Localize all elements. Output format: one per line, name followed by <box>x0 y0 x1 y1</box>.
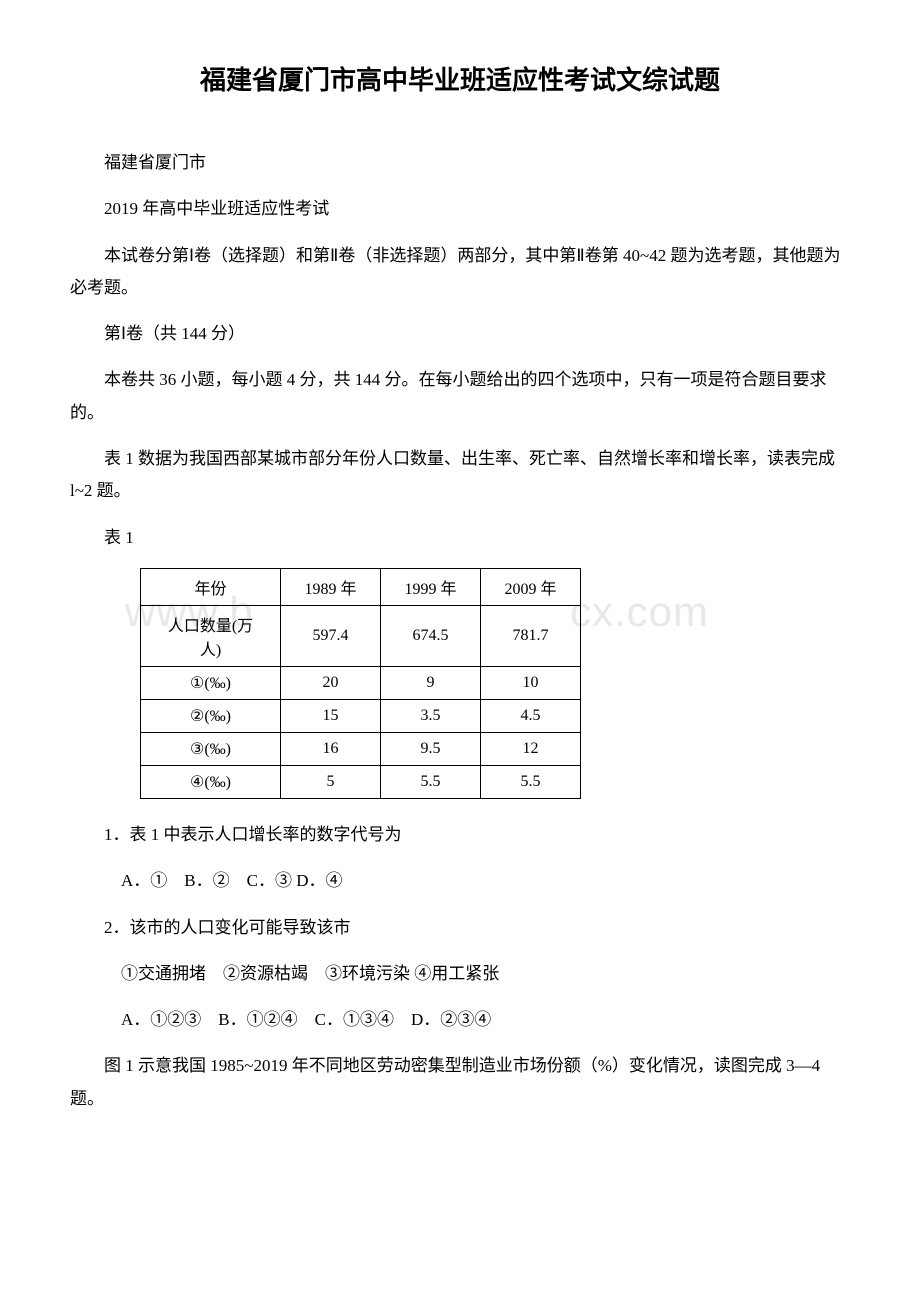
table-cell: 5.5 <box>381 765 481 798</box>
table-label: 表 1 <box>70 522 850 554</box>
header-line1: 福建省厦门市 <box>70 147 850 179</box>
table-cell: ④(‰) <box>141 765 281 798</box>
table-header-row: 年份 1989 年 1999 年 2009 年 <box>141 568 581 605</box>
table-row: ②(‰) 15 3.5 4.5 <box>141 699 581 732</box>
header-line6: 表 1 数据为我国西部某城市部分年份人口数量、出生率、死亡率、自然增长率和增长率… <box>70 443 850 508</box>
header-line2: 2019 年高中毕业班适应性考试 <box>70 193 850 225</box>
table-cell: 9.5 <box>381 732 481 765</box>
table-cell: 15 <box>281 699 381 732</box>
question-1-options: A．① B．② C．③ D．④ <box>70 865 850 897</box>
question-2-options: A．①②③ B．①②④ C．①③④ D．②③④ <box>70 1004 850 1036</box>
table-row: ④(‰) 5 5.5 5.5 <box>141 765 581 798</box>
table-header-cell: 1989 年 <box>281 568 381 605</box>
table-cell: ③(‰) <box>141 732 281 765</box>
question-2: 2．该市的人口变化可能导致该市 <box>70 912 850 944</box>
table-cell: 597.4 <box>281 605 381 666</box>
table-header-cell: 2009 年 <box>481 568 581 605</box>
data-table-container: www.b cx.com 年份 1989 年 1999 年 2009 年 人口数… <box>140 568 850 799</box>
population-table: 年份 1989 年 1999 年 2009 年 人口数量(万人) 597.4 6… <box>140 568 581 799</box>
header-line3: 本试卷分第Ⅰ卷（选择题）和第Ⅱ卷（非选择题）两部分，其中第Ⅱ卷第 40~42 题… <box>70 240 850 305</box>
table-cell: 781.7 <box>481 605 581 666</box>
table-cell: 3.5 <box>381 699 481 732</box>
watermark-right: cx.com <box>570 588 709 636</box>
table-cell: ①(‰) <box>141 666 281 699</box>
table-cell: 人口数量(万人) <box>141 605 281 666</box>
question-3-intro: 图 1 示意我国 1985~2019 年不同地区劳动密集型制造业市场份额（%）变… <box>70 1050 850 1115</box>
header-line4: 第Ⅰ卷（共 144 分） <box>70 318 850 350</box>
table-cell: 4.5 <box>481 699 581 732</box>
table-cell: 9 <box>381 666 481 699</box>
table-header-cell: 年份 <box>141 568 281 605</box>
table-header-cell: 1999 年 <box>381 568 481 605</box>
table-cell: 5 <box>281 765 381 798</box>
page-title: 福建省厦门市高中毕业班适应性考试文综试题 <box>70 60 850 97</box>
table-cell: 674.5 <box>381 605 481 666</box>
question-2-items: ①交通拥堵 ②资源枯竭 ③环境污染 ④用工紧张 <box>70 958 850 990</box>
table-cell: 10 <box>481 666 581 699</box>
table-cell: 16 <box>281 732 381 765</box>
table-row: ③(‰) 16 9.5 12 <box>141 732 581 765</box>
table-cell: 5.5 <box>481 765 581 798</box>
table-row: 人口数量(万人) 597.4 674.5 781.7 <box>141 605 581 666</box>
table-cell: 20 <box>281 666 381 699</box>
table-cell: 12 <box>481 732 581 765</box>
table-cell: ②(‰) <box>141 699 281 732</box>
question-1: 1．表 1 中表示人口增长率的数字代号为 <box>70 819 850 851</box>
table-row: ①(‰) 20 9 10 <box>141 666 581 699</box>
header-line5: 本卷共 36 小题，每小题 4 分，共 144 分。在每小题给出的四个选项中，只… <box>70 364 850 429</box>
